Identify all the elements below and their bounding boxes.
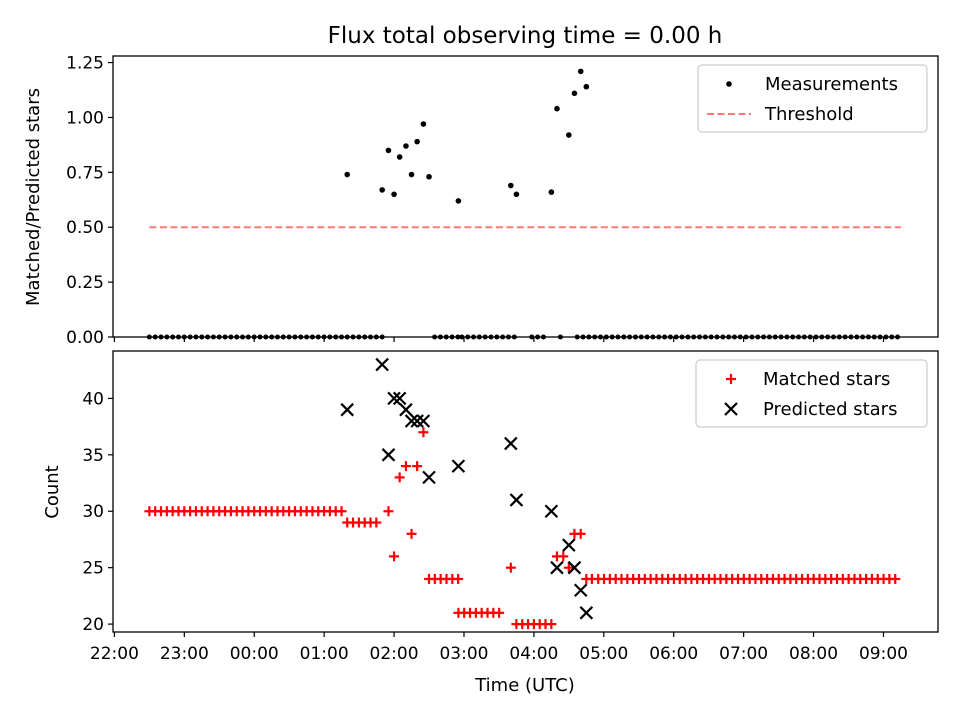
matched-point (336, 506, 347, 517)
predicted-point (381, 448, 396, 462)
matched-point (586, 573, 597, 584)
measurement-point (414, 138, 420, 145)
ratio-panel: 0.00 0.25 0.50 0.75 1.00 1.25 Matched/Predict… (23, 54, 939, 348)
y-tick-label: 0.50 (66, 218, 104, 238)
matched-point (412, 461, 423, 472)
predicted-point (567, 560, 582, 575)
y-tick-label: 35 (82, 446, 104, 466)
legend-matched-label: Matched stars (763, 369, 890, 390)
chart-title: Flux total observing time = 0.00 h (328, 23, 723, 49)
measurement-point (513, 191, 520, 198)
count-panel: 20 25 30 35 40 22:00 23:00 00:00 01:00 02:00 03:0… (42, 350, 939, 696)
y-tick-label: 20 (82, 615, 104, 635)
x-tick-label: 23:00 (160, 644, 209, 664)
y-tick-label: 0.75 (66, 163, 104, 183)
matched-point (400, 461, 411, 472)
matched-point (890, 573, 901, 584)
measurement-point (548, 189, 555, 195)
matched-point (418, 427, 429, 438)
predicted-point (504, 436, 518, 451)
y-tick-label: 25 (82, 559, 104, 579)
x-tick-label: 03:00 (439, 644, 488, 664)
count-legend: Matched stars Predicted stars (695, 359, 928, 428)
matched-point (546, 619, 557, 630)
predicted-point (579, 606, 594, 620)
measurement-point (344, 171, 351, 178)
x-tick-label: 22:00 (90, 644, 139, 664)
matched-point (371, 517, 382, 528)
matched-point (563, 562, 574, 573)
legend-predicted-label: Predicted stars (763, 399, 897, 420)
predicted-point (399, 402, 413, 417)
y-tick-label: 0.00 (66, 328, 104, 348)
ratio-legend: Measurements Threshold (697, 64, 928, 133)
measurement-point (391, 191, 397, 198)
x-tick-label: 01:00 (300, 644, 349, 664)
y-tick-label: 1.00 (66, 108, 104, 128)
count-y-axis-label: Count (42, 465, 63, 518)
measurement-point (583, 83, 590, 90)
predicted-point (422, 470, 436, 485)
predicted-point (544, 504, 559, 519)
legend-threshold-label: Threshold (764, 104, 854, 125)
matched-point (453, 573, 464, 584)
matched-point (558, 551, 569, 562)
measurement-point (455, 198, 462, 204)
x-tick-label: 08:00 (789, 644, 838, 664)
measurement-point (508, 182, 514, 189)
predicted-point (550, 560, 564, 575)
measurement-point (420, 121, 427, 127)
measurement-point (426, 173, 432, 180)
y-tick-label: 1.25 (66, 54, 104, 74)
y-tick-label: 40 (82, 389, 104, 409)
predicted-point (375, 357, 389, 372)
measurement-point (408, 171, 415, 178)
measurement-point (396, 154, 403, 160)
predicted-point (509, 493, 524, 507)
measurement-point (379, 187, 385, 193)
predicted-point (404, 414, 419, 428)
x-tick-label: 04:00 (509, 644, 558, 664)
x-tick-label: 06:00 (649, 644, 698, 664)
predicted-point (562, 538, 576, 552)
matched-point (494, 607, 505, 618)
legend-measurements-label: Measurements (765, 74, 898, 95)
measurement-point (385, 147, 392, 154)
measurement-point (577, 68, 584, 75)
legend-predicted-marker (724, 402, 738, 416)
matched-point (389, 551, 400, 562)
legend-matched-marker (726, 374, 736, 384)
x-tick-label: 05:00 (579, 644, 628, 664)
matched-point (575, 528, 586, 539)
predicted-point (573, 583, 588, 598)
matched-point (383, 506, 394, 517)
matched-point (406, 528, 417, 539)
x-tick-label: 07:00 (719, 644, 768, 664)
y-tick-label: 0.25 (66, 273, 104, 293)
x-axis-label: Time (UTC) (474, 675, 575, 696)
predicted-point (410, 414, 424, 428)
predicted-point (340, 402, 354, 417)
y-tick-label: 30 (82, 502, 104, 522)
ratio-y-axis-label: Matched/Predicted stars (23, 88, 44, 306)
measurement-point (566, 132, 572, 138)
predicted-point (387, 391, 401, 406)
x-tick-label: 00:00 (230, 644, 279, 664)
matched-point (505, 562, 516, 573)
measurement-point (403, 143, 409, 149)
x-tick-label: 02:00 (370, 644, 419, 664)
measurement-point (571, 90, 578, 97)
legend-measurement-marker (726, 81, 732, 87)
matched-point (394, 472, 405, 483)
predicted-point (392, 391, 407, 406)
predicted-point (416, 414, 431, 428)
x-tick-label: 09:00 (859, 644, 908, 664)
predicted-point (451, 459, 466, 473)
measurement-point (554, 105, 560, 112)
